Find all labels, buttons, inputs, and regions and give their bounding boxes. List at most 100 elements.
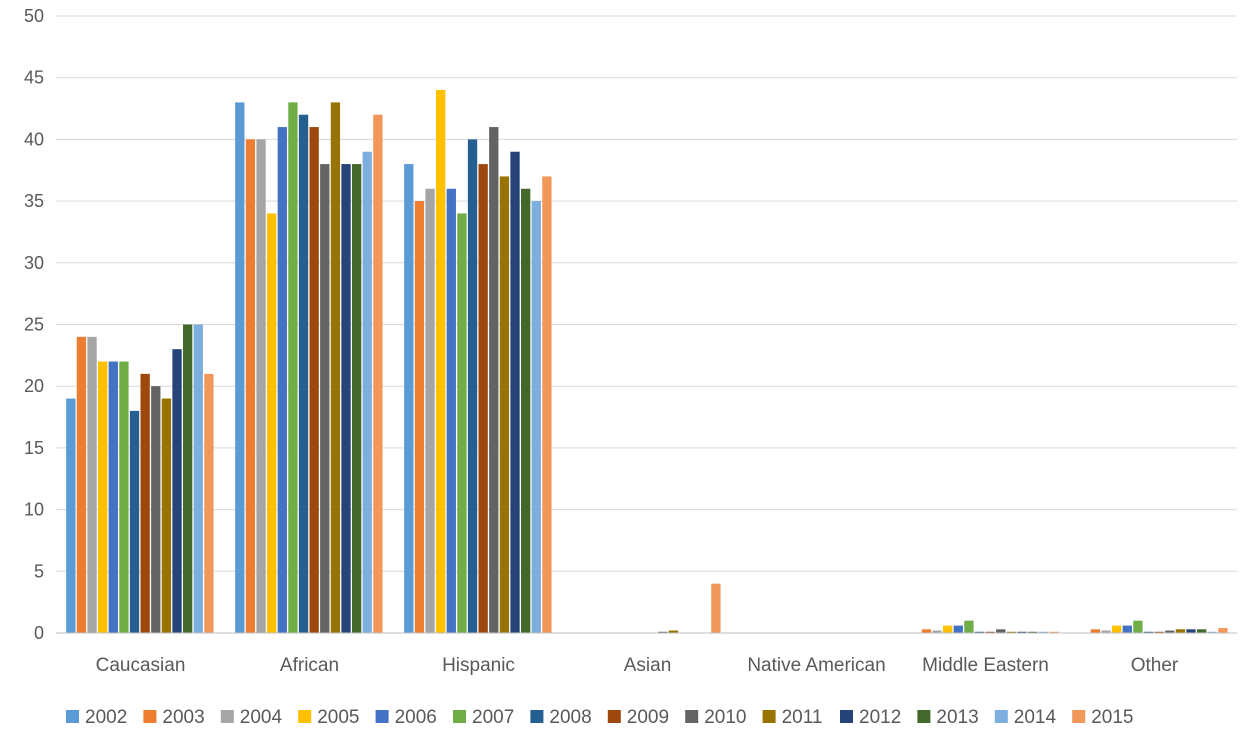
bar-2015-3: [711, 583, 721, 633]
legend-label: 2005: [317, 707, 359, 728]
y-tick-label: 5: [34, 561, 44, 581]
legend-label: 2008: [549, 707, 591, 728]
bar-2003-0: [76, 336, 87, 633]
bar-2007-5: [964, 620, 974, 633]
bar-2012-0: [172, 349, 182, 633]
y-tick-label: 0: [34, 623, 44, 643]
legend-swatch: [375, 710, 389, 723]
legend: 2002 2003 2004 2005 2006 2007 2008 2009 2010 2011…: [66, 707, 1133, 728]
bar-2008-6: [1143, 631, 1154, 633]
legend-label: 2013: [936, 707, 978, 728]
bar-2015-2: [542, 176, 552, 634]
y-tick-label: 25: [24, 315, 44, 335]
legend-item: 2008: [530, 707, 592, 728]
y-axis-ticks: 0 5 10 15 20 25 30 35 40 45 50: [24, 6, 44, 643]
bar-2008-1: [298, 114, 309, 634]
legend-swatch: [1072, 710, 1086, 723]
legend-swatch: [917, 710, 931, 723]
legend-swatch: [298, 710, 312, 723]
bar-2007-0: [119, 361, 129, 633]
legend-item: 2004: [220, 707, 283, 728]
bar-2006-2: [446, 188, 456, 633]
bar-2006-5: [953, 625, 963, 633]
legend-item: 2003: [143, 707, 205, 728]
legend-label: 2009: [627, 707, 669, 728]
bar-2003-6: [1090, 629, 1101, 633]
bar-2013-5: [1027, 631, 1038, 633]
bar-2011-6: [1175, 629, 1186, 633]
bar-2010-2: [489, 127, 499, 633]
bar-2010-0: [151, 386, 161, 633]
bar-2014-5: [1038, 631, 1048, 633]
bar-2005-0: [98, 361, 108, 633]
legend-label: 2002: [85, 707, 127, 728]
legend-swatch: [762, 710, 776, 723]
legend-swatch: [143, 710, 157, 723]
bar-2005-1: [267, 213, 277, 633]
bar-2008-0: [129, 410, 140, 633]
bar-2007-2: [457, 213, 467, 633]
bar-2011-0: [161, 398, 172, 633]
bar-2005-2: [436, 90, 446, 634]
bar-2003-2: [414, 201, 425, 633]
legend-item: 2002: [66, 707, 127, 728]
bar-2004-1: [256, 139, 266, 633]
legend-swatch: [607, 710, 621, 723]
bar-2014-2: [531, 201, 541, 633]
legend-label: 2003: [162, 707, 204, 728]
x-category-label: Asian: [624, 655, 672, 676]
bar-2014-1: [362, 151, 372, 634]
bar-2011-3: [668, 630, 679, 633]
bar-2015-6: [1218, 628, 1228, 633]
bar-2010-6: [1165, 630, 1175, 633]
x-category-label: Middle Eastern: [922, 655, 1049, 676]
bar-2003-5: [921, 629, 932, 633]
bar-2004-5: [932, 630, 942, 633]
category-labels: Caucasian African Hispanic Asian Native Amer…: [96, 655, 1179, 676]
legend-swatch: [453, 710, 466, 723]
legend-label: 2007: [472, 707, 514, 728]
bar-2006-1: [277, 127, 287, 633]
bar-2013-2: [520, 188, 531, 633]
legend-label: 2014: [1014, 707, 1057, 728]
y-tick-label: 20: [24, 376, 44, 396]
legend-label: 2015: [1091, 707, 1133, 728]
bar-2005-5: [943, 625, 953, 633]
bar-2009-6: [1154, 631, 1164, 633]
bar-2009-0: [140, 373, 150, 633]
x-category-label: Hispanic: [442, 655, 515, 676]
legend-label: 2004: [240, 707, 283, 728]
y-tick-label: 40: [24, 129, 44, 149]
bar-2002-2: [404, 164, 414, 633]
bar-2012-1: [341, 164, 351, 633]
bar-2003-1: [245, 139, 256, 633]
bar-2012-5: [1017, 631, 1027, 633]
bar-2010-1: [320, 164, 330, 633]
bar-2010-5: [996, 629, 1006, 633]
bar-2012-6: [1186, 629, 1196, 633]
y-tick-label: 50: [24, 6, 44, 26]
legend-item: 2015: [1072, 707, 1133, 728]
bar-2008-2: [467, 139, 478, 633]
legend-swatch: [685, 710, 699, 723]
y-tick-label: 35: [24, 191, 44, 211]
legend-swatch: [994, 710, 1008, 723]
bar-2013-1: [351, 164, 362, 633]
y-tick-label: 30: [24, 253, 44, 273]
bar-2015-0: [204, 373, 214, 633]
legend-item: 2014: [994, 707, 1057, 728]
legend-item: 2005: [298, 707, 359, 728]
bar-2011-5: [1006, 631, 1017, 633]
gridlines: [56, 15, 1237, 572]
legend-item: 2009: [607, 707, 669, 728]
bar-2007-1: [288, 102, 298, 633]
bar-2004-6: [1101, 630, 1111, 633]
bars: [66, 90, 1228, 634]
y-tick-label: 15: [24, 438, 44, 458]
legend-swatch: [66, 710, 79, 723]
legend-swatch: [220, 710, 234, 723]
bar-2013-0: [182, 324, 193, 633]
bar-2007-6: [1133, 620, 1143, 633]
bar-2006-0: [108, 361, 118, 633]
